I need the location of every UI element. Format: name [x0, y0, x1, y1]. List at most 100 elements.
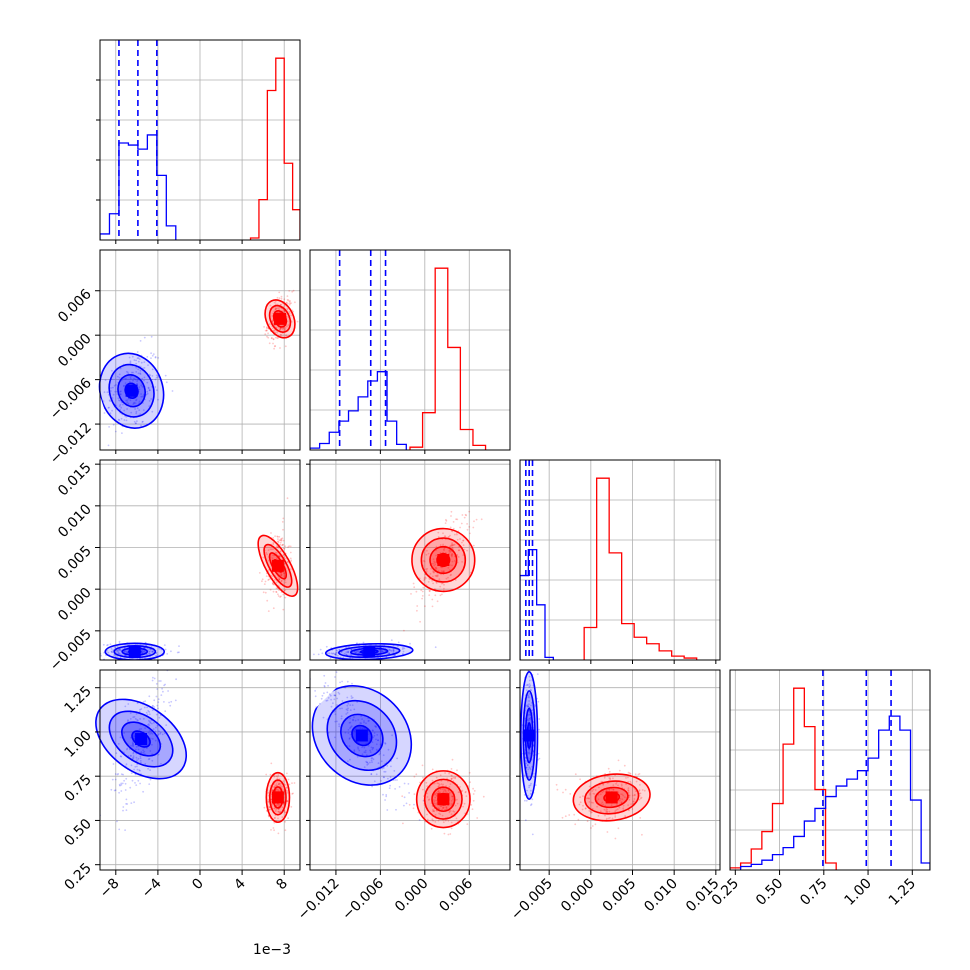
- scatter-point: [440, 566, 443, 569]
- scatter-point: [629, 780, 632, 783]
- scatter-point: [440, 783, 443, 785]
- scatter-point: [555, 783, 558, 786]
- scatter-point: [143, 376, 146, 379]
- scatter-point: [277, 595, 280, 597]
- scatter-point: [621, 798, 624, 801]
- scatter-point: [524, 819, 527, 822]
- scatter-point: [379, 743, 382, 746]
- scatter-point: [620, 783, 623, 786]
- scatter-point: [274, 551, 277, 554]
- scatter-point: [336, 720, 338, 723]
- scatter-point: [272, 827, 275, 829]
- scatter-point: [143, 717, 145, 720]
- scatter-point: [272, 338, 275, 340]
- scatter-point: [462, 554, 465, 557]
- scatter-point: [373, 732, 376, 734]
- scatter-point: [276, 546, 279, 549]
- scatter-point: [273, 817, 276, 820]
- scatter-point: [278, 539, 281, 541]
- scatter-point: [433, 560, 435, 563]
- scatter-point: [403, 804, 405, 807]
- scatter-point: [456, 798, 458, 801]
- scatter-point: [150, 730, 152, 733]
- scatter-panel-2-0: [99, 459, 301, 661]
- scatter-point: [278, 555, 281, 558]
- scatter-point: [271, 320, 274, 323]
- scatter-point: [473, 790, 476, 792]
- scatter-point: [271, 789, 274, 792]
- scatter-point: [528, 719, 530, 722]
- scatter-point: [272, 590, 275, 593]
- scatter-point: [156, 688, 159, 690]
- scatter-point: [122, 773, 124, 776]
- scatter-point: [380, 780, 382, 782]
- scatter-point: [359, 727, 362, 730]
- scatter-point: [148, 651, 150, 653]
- scatter-point: [434, 563, 437, 566]
- scatter-point: [435, 566, 437, 569]
- scatter-point: [273, 775, 276, 778]
- histogram-blue-step: [739, 715, 930, 870]
- scatter-point: [170, 650, 172, 653]
- scatter-point: [529, 784, 532, 787]
- scatter-point: [281, 537, 284, 540]
- scatter-point: [449, 833, 452, 835]
- scatter-point: [525, 705, 527, 707]
- scatter-point: [397, 645, 399, 648]
- scatter-point: [133, 402, 136, 405]
- scatter-point: [432, 562, 434, 565]
- scatter-point: [353, 716, 355, 719]
- scatter-point: [416, 605, 419, 607]
- scatter-point: [151, 759, 154, 762]
- scatter-point: [280, 537, 283, 540]
- density-peak-blue: [135, 733, 148, 746]
- scatter-point: [363, 721, 365, 724]
- scatter-point: [632, 800, 635, 802]
- scatter-point: [584, 807, 587, 810]
- scatter-point: [437, 819, 440, 822]
- scatter-point: [413, 775, 416, 778]
- scatter-point: [632, 794, 634, 797]
- scatter-point: [589, 793, 591, 796]
- scatter-point: [171, 390, 174, 392]
- scatter-point: [118, 652, 121, 655]
- scatter-panel-3-2: [519, 669, 721, 871]
- scatter-point: [434, 793, 436, 796]
- scatter-point: [442, 807, 444, 809]
- scatter-point: [529, 718, 532, 721]
- scatter-point: [419, 620, 421, 623]
- scatter-point: [451, 554, 453, 557]
- scatter-point: [140, 361, 143, 364]
- scatter-point: [141, 395, 144, 398]
- scatter-point: [375, 748, 378, 751]
- scatter-point: [431, 768, 434, 771]
- scatter-point: [345, 708, 348, 711]
- scatter-point: [334, 694, 337, 697]
- scatter-point: [347, 651, 349, 654]
- scatter-point: [373, 734, 376, 737]
- scatter-point: [450, 774, 453, 777]
- scatter-point: [605, 789, 608, 791]
- scatter-point: [443, 549, 445, 551]
- scatter-point: [287, 561, 289, 564]
- scatter-point: [148, 783, 151, 785]
- scatter-point: [272, 537, 275, 539]
- scatter-point: [125, 803, 127, 805]
- scatter-point: [599, 793, 602, 796]
- scatter-panel-2-1: [309, 459, 511, 661]
- scatter-point: [614, 814, 617, 816]
- scatter-point: [444, 522, 447, 524]
- scatter-point: [275, 775, 278, 778]
- scatter-point: [530, 782, 532, 785]
- scatter-point: [288, 312, 291, 314]
- scatter-point: [448, 545, 451, 548]
- scatter-point: [451, 553, 454, 556]
- scatter-point: [633, 798, 636, 800]
- scatter-point: [426, 792, 428, 795]
- scatter-point: [384, 742, 386, 744]
- scatter-point: [278, 783, 280, 786]
- scatter-point: [120, 406, 123, 409]
- scatter-point: [452, 810, 455, 812]
- scatter-point: [170, 700, 173, 703]
